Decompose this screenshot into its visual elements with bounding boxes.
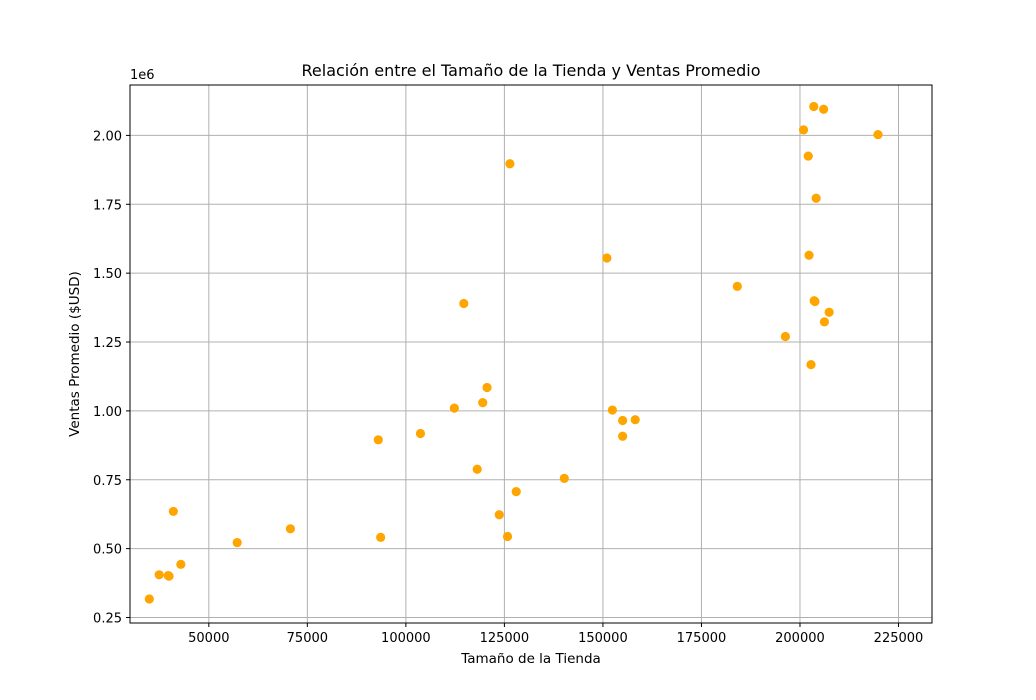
data-point — [819, 104, 829, 114]
data-point — [232, 537, 242, 548]
y-tick-label: 1.50 — [93, 267, 122, 282]
x-tick-label: 100000 — [381, 631, 431, 646]
x-tick-label: 200000 — [775, 631, 825, 646]
data-point — [168, 506, 178, 517]
data-point — [873, 129, 883, 140]
data-point — [376, 532, 386, 542]
data-point — [819, 317, 830, 327]
data-point — [154, 570, 164, 580]
data-points — [144, 101, 883, 604]
data-point — [482, 382, 492, 393]
data-point — [607, 405, 617, 415]
data-point — [602, 253, 612, 263]
data-point — [618, 415, 628, 426]
grid — [130, 85, 932, 623]
data-point — [478, 398, 488, 408]
data-point — [559, 473, 569, 483]
y-tick-label: 1.00 — [93, 405, 122, 420]
data-point — [164, 571, 174, 581]
y-tick-label: 0.25 — [93, 611, 122, 626]
data-point — [505, 159, 515, 169]
y-tick-label: 1.25 — [93, 336, 122, 351]
data-point — [502, 531, 513, 542]
data-point — [511, 486, 521, 497]
data-point — [449, 403, 459, 413]
data-point — [472, 464, 482, 474]
data-point — [806, 360, 816, 370]
data-point — [176, 559, 186, 569]
data-point — [804, 250, 814, 260]
y-tick-label: 0.50 — [93, 543, 122, 558]
y-tick-label: 0.75 — [93, 474, 122, 489]
data-point — [809, 101, 819, 112]
x-tick-label: 225000 — [874, 631, 924, 646]
x-tick-label: 150000 — [578, 631, 628, 646]
x-axis-label: Tamaño de la Tienda — [460, 651, 601, 667]
x-tick-label: 125000 — [480, 631, 530, 646]
data-point — [780, 331, 790, 342]
y-tick-label: 1.75 — [93, 198, 122, 213]
data-point — [494, 510, 504, 520]
data-point — [415, 428, 426, 439]
data-point — [459, 298, 469, 309]
data-point — [798, 125, 809, 135]
x-tick-label: 50000 — [188, 631, 229, 646]
x-tick-label: 175000 — [677, 631, 727, 646]
data-point — [630, 415, 640, 425]
x-tick-label: 75000 — [287, 631, 328, 646]
axis-ticks: 50000 75000 100000 125000 150000 175000 200000… — [93, 129, 923, 646]
chart-title: Relación entre el Tamaño de la Tienda y … — [302, 61, 761, 80]
data-point — [144, 594, 154, 604]
data-point — [285, 524, 295, 534]
data-point — [811, 193, 821, 203]
y-axis-label: Ventas Promedio ($USD) — [67, 271, 83, 437]
plot-frame — [129, 84, 933, 624]
data-point — [803, 151, 813, 161]
data-point — [732, 281, 742, 291]
y-offset-label: 1e6 — [130, 68, 155, 83]
y-tick-label: 2.00 — [93, 129, 122, 144]
data-point — [810, 296, 820, 307]
data-point — [618, 431, 628, 441]
data-point — [373, 435, 383, 445]
data-point — [824, 307, 834, 317]
